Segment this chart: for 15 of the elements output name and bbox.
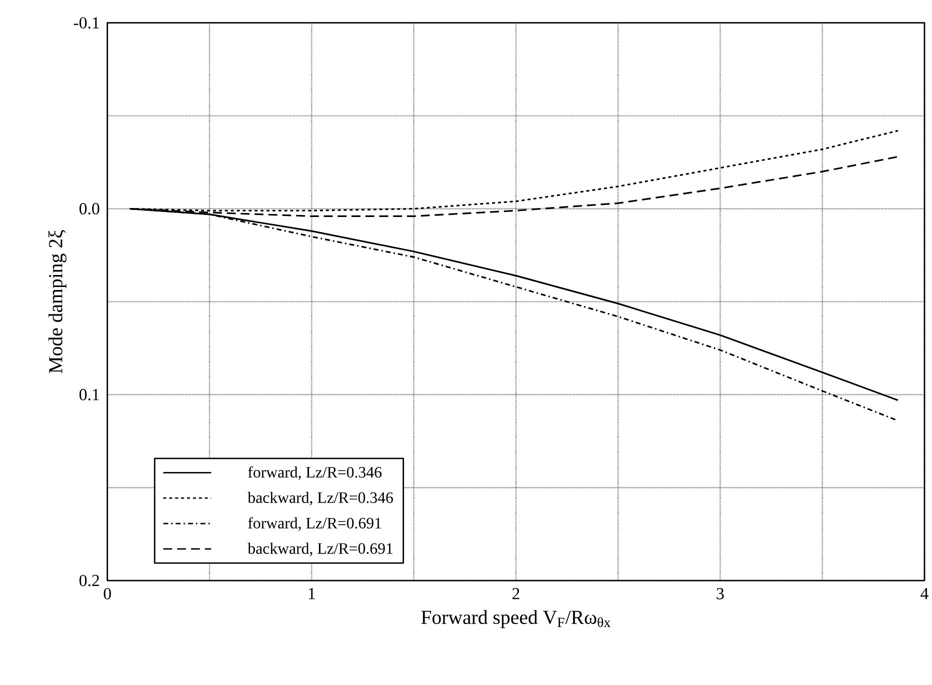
legend-label: backward, Lz/R=0.346 [248,492,393,506]
x-tick-label: 3 [716,588,724,600]
y-tick-label: 0.1 [80,388,99,400]
x-tick-label: 4 [920,588,928,600]
y-tick-label: 0.2 [80,574,99,586]
x-tick-label: 0 [104,588,111,600]
legend-label: backward, Lz/R=0.691 [248,542,392,556]
y-tick-label: 0.0 [80,203,100,215]
legend-label: forward, Lz/R=0.346 [248,466,382,480]
y-tick-label: -0.1 [74,17,99,29]
y-axis-title: Mode damping 2ξ [48,230,66,374]
x-tick-label: 1 [308,588,315,600]
x-axis-title: Forward speed V$_{F}$/Rω$_{θx}$ [421,610,610,628]
x-tick-label: 2 [512,588,520,600]
legend-label: forward, Lz/R=0.691 [248,517,382,531]
